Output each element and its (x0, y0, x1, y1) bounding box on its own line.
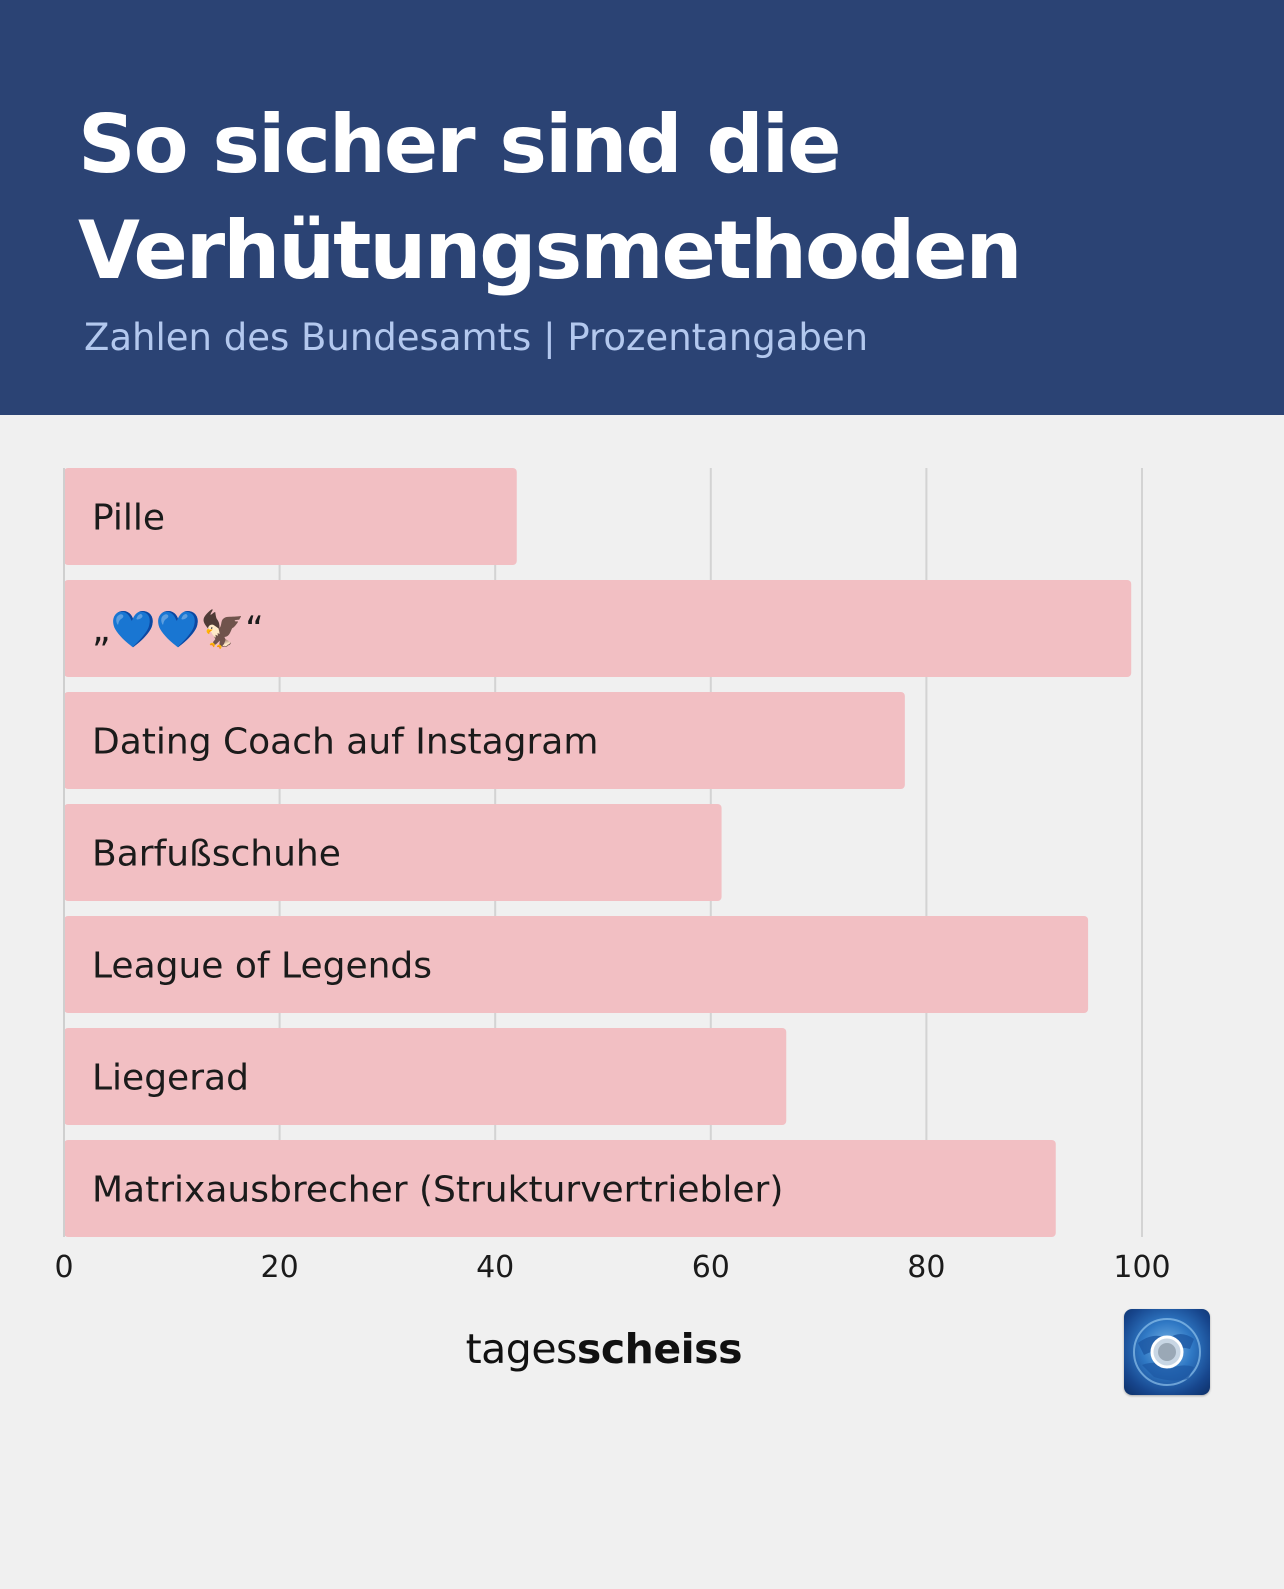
bar-2 (64, 692, 905, 789)
brand-name-bold: scheiss (576, 1325, 743, 1373)
bar-label-6: Matrixausbrecher (Strukturvertriebler) (92, 1170, 783, 1211)
bar-1 (64, 580, 1132, 677)
bar-label-4: League of Legends (92, 946, 432, 987)
bar-label-0: Pille (92, 498, 165, 539)
chart-subtitle: Zahlen des Bundesamts | Prozentangaben (84, 316, 869, 359)
header-banner: So sicher sind die Verhütungsmethoden Za… (0, 0, 1284, 415)
x-tick-label-3: 60 (692, 1250, 730, 1285)
brand-name-regular: tages (465, 1325, 578, 1373)
x-tick-label-4: 80 (907, 1250, 945, 1285)
bar-0 (64, 468, 517, 565)
chart-title: So sicher sind die Verhütungsmethoden (78, 98, 1022, 297)
x-tick-label-5: 100 (1113, 1250, 1170, 1285)
brand-wordmark: tagesscheiss (465, 1325, 743, 1373)
bar-4 (64, 916, 1089, 1013)
x-tick-label-1: 20 (261, 1250, 299, 1285)
globe-icon (1124, 1309, 1210, 1395)
bar-5 (64, 1028, 787, 1125)
x-tick-label-0: 0 (54, 1250, 73, 1285)
bar-label-2: Dating Coach auf Instagram (92, 722, 598, 763)
bar-label-5: Liegerad (92, 1058, 249, 1099)
x-tick-label-2: 40 (476, 1250, 514, 1285)
bar-label-1: „💙💙🦅“ (92, 608, 264, 651)
bar-6 (64, 1140, 1056, 1237)
bar-3 (64, 804, 722, 901)
bar-label-3: Barfußschuhe (92, 834, 341, 875)
